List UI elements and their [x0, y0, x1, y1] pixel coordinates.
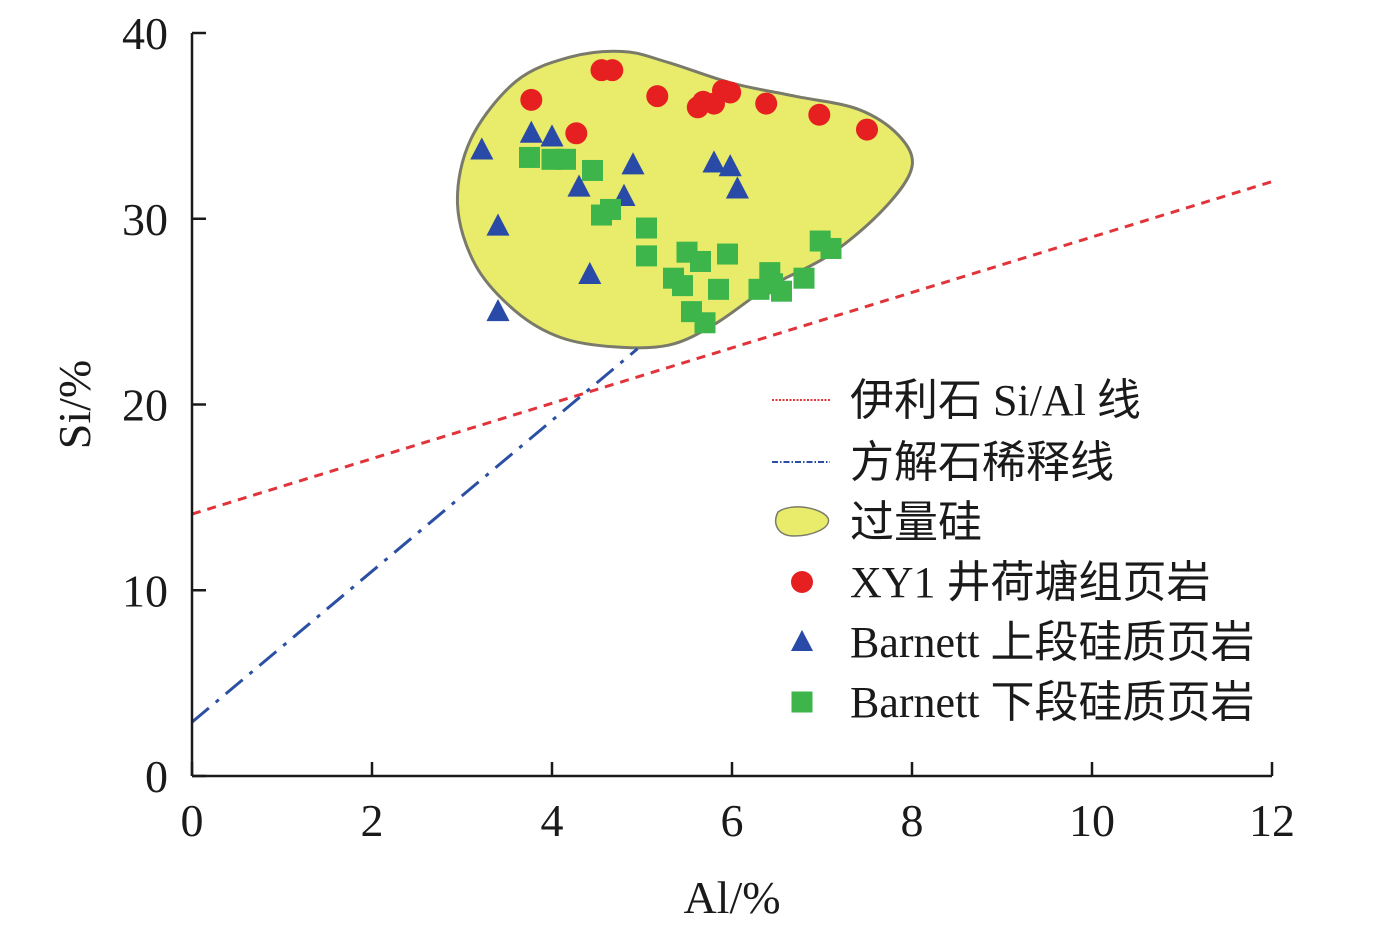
x-tick-label: 10: [1069, 795, 1115, 846]
barnett-lower-point: [690, 250, 711, 272]
barnett-upper-point: [578, 261, 602, 284]
legend-swatch-xy1: [791, 571, 813, 593]
xy1-point: [719, 81, 742, 104]
xy1-point: [755, 92, 778, 115]
barnett-lower-point: [636, 245, 657, 267]
y-tick-label: 20: [122, 380, 168, 431]
y-tick-label: 40: [122, 8, 168, 59]
xy1-point: [808, 103, 831, 126]
legend-swatch-region: [774, 506, 830, 537]
barnett-upper-point: [567, 174, 591, 197]
axes: 0 2 4 6 8 10 12 0 10 20 30 40 Al/% Si/%: [49, 8, 1295, 923]
legend-swatch-barnett-lower: [791, 691, 813, 713]
barnett-lower-point: [717, 243, 738, 265]
legend-label-region: 过量硅: [850, 498, 982, 547]
y-tick-label: 0: [145, 751, 168, 802]
legend-swatch-barnett-upper: [790, 629, 814, 652]
legend-label-illite-line: 伊利石 Si/Al 线: [850, 376, 1141, 425]
barnett-upper-point: [621, 152, 645, 175]
barnett-upper-point: [470, 137, 494, 160]
barnett-lower-point: [793, 267, 815, 289]
xy1-point: [565, 122, 588, 145]
illite-si-al-line: [191, 180, 1273, 516]
barnett-upper-point: [486, 298, 510, 322]
x-tick-label: 4: [541, 795, 564, 846]
barnett-lower-point: [708, 278, 729, 300]
legend-label-barnett-lower: Barnett 下段硅质页岩: [850, 678, 1255, 727]
barnett-upper-point: [519, 120, 543, 143]
plot-area: [191, 49, 1273, 724]
x-tick-label: 6: [721, 795, 744, 846]
y-axis-label: Si/%: [49, 360, 100, 449]
barnett-lower-point: [582, 159, 603, 181]
y-tick-label: 10: [122, 565, 168, 616]
x-tick-label: 2: [361, 795, 384, 846]
barnett-lower-point: [636, 217, 657, 239]
xy1-point: [601, 59, 624, 82]
barnett-upper-point: [702, 150, 726, 173]
barnett-upper-point: [540, 124, 564, 147]
x-tick-label: 12: [1249, 795, 1295, 846]
xy1-point: [646, 85, 669, 108]
barnett-lower-point: [771, 280, 792, 302]
x-tick-label: 0: [181, 795, 204, 846]
x-axis-label: Al/%: [683, 872, 780, 923]
barnett-lower-point: [555, 148, 576, 170]
legend-label-calcite-line: 方解石稀释线: [850, 438, 1114, 487]
barnett-upper-point: [725, 176, 749, 199]
x-tick-label: 8: [901, 795, 924, 846]
xy1-point: [856, 118, 878, 141]
legend-label-xy1: XY1 井荷塘组页岩: [850, 558, 1211, 607]
barnett-lower-point: [519, 146, 540, 168]
xy1-point: [520, 88, 543, 111]
barnett-lower-point: [672, 275, 693, 297]
barnett-upper-point: [486, 213, 510, 236]
barnett-lower-point: [600, 198, 621, 220]
barnett-lower-point: [694, 312, 716, 334]
barnett-lower-point: [820, 237, 842, 259]
calcite-dilution-line: [191, 347, 639, 724]
y-tick-label: 30: [122, 194, 168, 245]
legend-label-barnett-upper: Barnett 上段硅质页岩: [850, 618, 1255, 667]
barnett-upper-point: [718, 154, 742, 177]
